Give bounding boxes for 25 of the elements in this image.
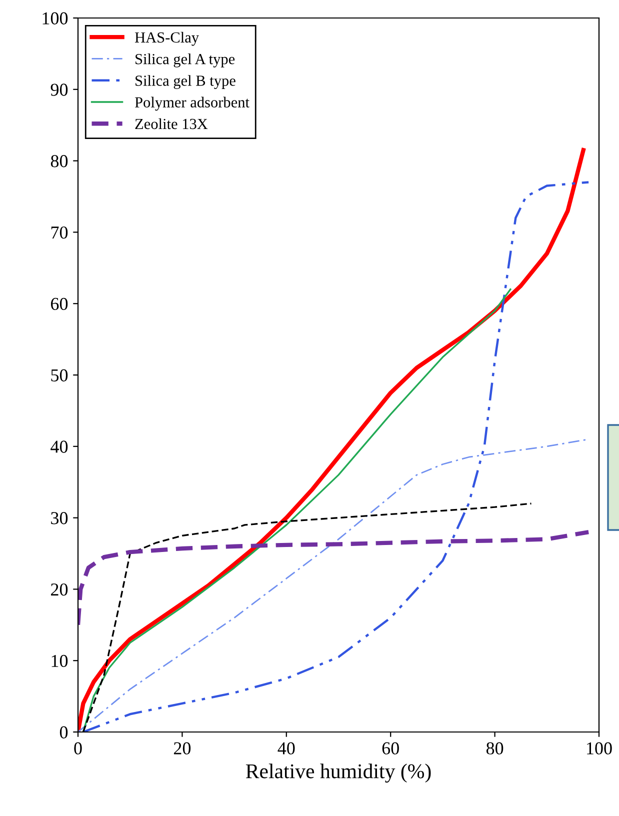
line-series bbox=[78, 530, 591, 627]
y-tick-label: 10 bbox=[52, 654, 68, 668]
y-tick-label: 90 bbox=[50, 84, 68, 96]
x-tick-label: 100 bbox=[587, 742, 612, 754]
line-series bbox=[82, 288, 512, 732]
y-tick-label: 100 bbox=[42, 12, 68, 24]
legend-label: Silica gel A type bbox=[136, 53, 235, 68]
y-tick-label: 40 bbox=[50, 440, 68, 453]
y-tick-label: 0 bbox=[60, 726, 68, 738]
x-tick-label: 80 bbox=[486, 742, 504, 754]
legend-label: Silica gel B type bbox=[136, 75, 236, 89]
x-tick-label: 0 bbox=[74, 742, 82, 754]
y-tick-label: 30 bbox=[51, 512, 68, 524]
legend-label: Zeolite 13X bbox=[135, 118, 208, 130]
y-tick-label: 80 bbox=[50, 155, 68, 168]
legend-label: Polymer adsorbent bbox=[134, 96, 250, 111]
y-tick-label: 70 bbox=[51, 226, 68, 239]
y-tick-label: 50 bbox=[51, 369, 68, 382]
x-tick-label: 60 bbox=[382, 742, 399, 754]
y-tick-label: 60 bbox=[51, 298, 68, 310]
x-tick-label: 20 bbox=[174, 742, 191, 754]
legend-label: HAS-Clay bbox=[134, 32, 199, 46]
x-tick-label: 40 bbox=[278, 742, 295, 754]
y-tick-label: 20 bbox=[51, 583, 68, 596]
x-axis-title: Relative humidity (%) bbox=[246, 764, 431, 783]
